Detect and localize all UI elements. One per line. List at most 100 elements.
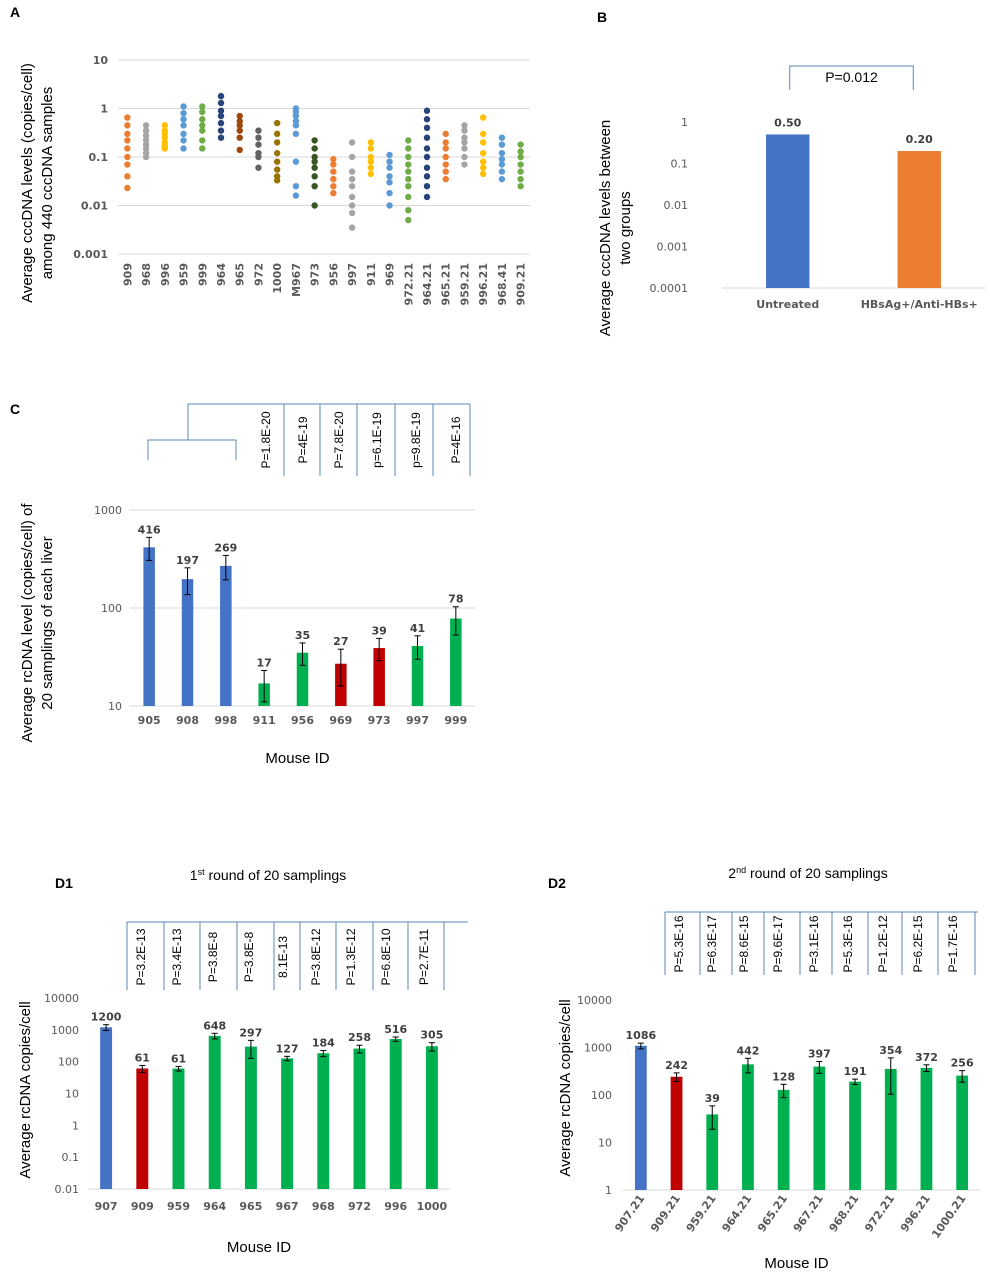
data-point [217,112,225,120]
x-tick-label: 909.21 [515,263,528,305]
bar [634,1045,647,1190]
data-point [311,164,318,171]
data-point [180,130,187,138]
data-point [236,112,243,120]
data-point [348,168,356,175]
data-point [255,153,262,161]
x-tick-label: 909.21 [648,1192,683,1234]
data-point [386,202,393,209]
data-point [367,158,375,165]
data-point [348,209,356,217]
data-label: 61 [171,1052,186,1065]
x-tick-label: 996.21 [898,1192,933,1234]
x-tick-label: M967 [290,263,303,297]
data-point [479,114,487,121]
data-point [423,124,431,132]
bar [920,1067,933,1190]
data-point [124,173,131,180]
data-point [423,164,431,171]
bar [425,1046,438,1189]
bar [450,618,462,706]
data-point [517,141,524,148]
x-tick-label: 998 [214,714,237,727]
data-point [124,153,131,161]
y-tick-label: 1000 [51,1024,79,1037]
data-point [348,202,356,209]
data-point [348,175,356,183]
data-point [498,175,506,183]
bar [296,652,309,706]
data-point [405,161,412,168]
x-tick-label: 911 [253,714,276,727]
x-tick-label: 908 [176,714,199,727]
y-tick-label: 0.0001 [650,282,689,295]
pvalue-bracket [789,65,914,90]
data-point [142,153,150,161]
data-point [517,175,524,183]
data-point [442,145,449,152]
x-tick-label: 972 [252,263,265,286]
bar [172,1068,185,1189]
data-label: 442 [736,1044,759,1057]
data-point [255,127,262,134]
data-point [405,193,412,201]
data-point [142,127,150,134]
data-point [517,153,524,161]
data-point [423,182,431,190]
bar [777,1089,790,1190]
data-point [180,110,187,117]
x-tick-label: 907 [95,1200,118,1213]
data-point [236,134,243,141]
p-value: P=3.2E-13 [134,928,148,985]
data-label: 184 [312,1037,335,1050]
p-value: p=9.8E-19 [409,412,423,468]
data-point [255,134,262,141]
panel-label: C [10,401,20,417]
data-point [124,114,131,121]
bar [411,645,424,706]
x-tick-label: 968 [312,1200,335,1213]
x-tick-label: 959.21 [458,263,471,305]
x-tick-label: 1000.21 [929,1192,968,1241]
x-tick-label: 909 [131,1200,154,1213]
y-axis-label: Average cccDNA levels between [597,120,614,337]
x-tick-label: 997 [346,263,359,286]
x-tick-label: 972.21 [402,263,415,305]
data-point [180,137,187,144]
data-label: 39 [372,624,387,637]
p-value: P=5.3E-16 [841,915,855,972]
data-point [517,182,524,190]
data-point [311,145,318,152]
data-point [405,168,412,175]
data-point [386,151,393,159]
y-tick-label: 0.1 [89,151,109,164]
data-point [442,139,449,146]
data-point [367,153,375,161]
data-point [498,141,506,148]
x-tick-label: 959.21 [684,1192,719,1234]
y-axis-label: 20 samplings of each liver [39,536,56,709]
data-point [255,164,262,171]
p-value: P=6.3E-17 [705,915,719,972]
data-point [199,122,206,129]
data-point [405,182,412,190]
p-value: P=5.3E-16 [672,915,686,972]
data-point [405,153,412,161]
data-label: 1200 [91,1011,122,1024]
data-point [142,122,150,129]
panel-d2: D2 2nd round of 20 samplings 10000 1000 100 1… [548,865,980,1272]
y-axis-label: Average rcDNA copies/cell [17,1001,34,1178]
x-tick-label: 956 [327,263,340,286]
data-label: 372 [915,1051,938,1064]
p-value: P=4E-16 [449,416,463,463]
x-tick-label: 965.21 [755,1192,790,1234]
data-point [161,134,169,141]
x-tick-label: 999 [444,714,467,727]
data-point [367,139,375,146]
data-label: 1086 [626,1029,657,1042]
data-point [330,168,337,175]
data-point [386,173,393,180]
data-point [461,134,468,141]
x-axis-label: Mouse ID [764,1255,828,1272]
data-point [180,116,187,123]
